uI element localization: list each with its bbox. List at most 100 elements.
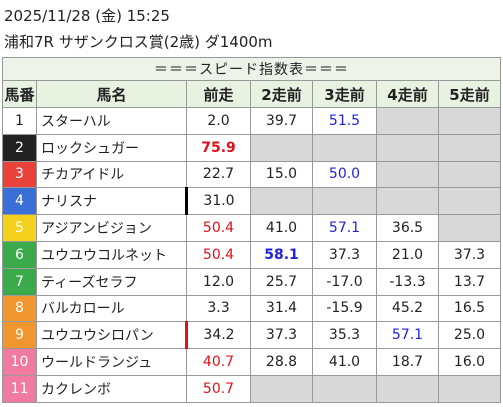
empty-cell — [438, 214, 501, 242]
empty-cell — [376, 133, 439, 162]
index-value: 51.5 — [312, 107, 377, 135]
index-value: 25.7 — [250, 267, 313, 296]
empty-cell — [438, 133, 501, 162]
empty-cell — [438, 107, 501, 135]
horse-number: 3 — [2, 160, 37, 189]
index-value: 31.0 — [185, 187, 251, 216]
column-header: 2走前 — [250, 80, 313, 108]
header-row: 馬番 馬名 前走 2走前 3走前 4走前 5走前 — [2, 80, 501, 108]
empty-cell — [312, 374, 377, 403]
index-value: 3.3 — [186, 294, 251, 323]
horse-row: 2 ロックシュガー 75.9 — [2, 133, 501, 162]
horse-name: カクレンボ — [36, 374, 187, 403]
empty-cell — [438, 187, 501, 216]
horse-row: 6 ユウユウコルネット 50.4 58.1 37.3 21.0 37.3 — [2, 240, 501, 269]
horse-row: 7 ティーズセラフ 12.0 25.7 -17.0 -13.3 13.7 — [2, 267, 501, 296]
horse-name: ナリスナ — [36, 187, 187, 216]
empty-cell — [376, 107, 439, 135]
race-name: 浦和7R サザンクロス賞(2歳) ダ1400m — [4, 33, 273, 51]
index-value: 41.0 — [250, 214, 313, 242]
horse-name: ユウユウコルネット — [36, 240, 187, 269]
column-header: 3走前 — [312, 80, 377, 108]
index-value: 13.7 — [438, 267, 501, 296]
horse-name: バルカロール — [36, 294, 187, 323]
column-header: 4走前 — [376, 80, 439, 108]
horse-number: 1 — [2, 107, 37, 135]
index-value: 41.0 — [312, 348, 377, 376]
index-value: 25.0 — [438, 321, 501, 350]
index-value: -15.9 — [312, 294, 377, 323]
empty-cell — [250, 374, 313, 403]
index-value: 58.1 — [250, 240, 313, 269]
index-value: 18.7 — [376, 348, 439, 376]
index-value: 16.0 — [438, 348, 501, 376]
horse-number: 6 — [2, 240, 37, 269]
horse-number: 8 — [2, 294, 37, 323]
horse-number: 9 — [2, 321, 37, 350]
index-value: 16.5 — [438, 294, 501, 323]
horse-name: スターハル — [36, 107, 187, 135]
index-value: 34.2 — [185, 321, 251, 350]
horse-row: 10 ウールドランジュ 40.7 28.8 41.0 18.7 16.0 — [2, 348, 501, 376]
index-value: 50.4 — [186, 240, 251, 269]
empty-cell — [438, 160, 501, 189]
empty-cell — [376, 374, 439, 403]
horse-number: 5 — [2, 214, 37, 242]
horse-name: ロックシュガー — [36, 133, 187, 162]
index-value: 15.0 — [250, 160, 313, 189]
empty-cell — [376, 187, 439, 216]
horse-row: 5 アジアンビジョン 50.4 41.0 57.1 36.5 — [2, 214, 501, 242]
horse-row: 11 カクレンボ 50.7 — [2, 374, 501, 403]
horse-row: 9 ユウユウシロパン 34.2 37.3 35.3 57.1 25.0 — [2, 321, 501, 350]
horse-name: ユウユウシロパン — [36, 321, 187, 350]
index-value: 75.9 — [186, 133, 251, 162]
index-value: 37.3 — [250, 321, 313, 350]
datetime: 2025/11/28 (金) 15:25 — [4, 7, 170, 25]
index-value: -17.0 — [312, 267, 377, 296]
horse-name: アジアンビジョン — [36, 214, 187, 242]
empty-cell — [312, 133, 377, 162]
index-value: 36.5 — [376, 214, 439, 242]
index-value: 45.2 — [376, 294, 439, 323]
horse-row: 4 ナリスナ 31.0 — [2, 187, 501, 216]
index-value: 22.7 — [186, 160, 251, 189]
index-value: 37.3 — [312, 240, 377, 269]
horse-number: 4 — [2, 187, 37, 216]
horse-number: 11 — [2, 374, 37, 403]
index-value: 57.1 — [376, 321, 439, 350]
index-value: 2.0 — [186, 107, 251, 135]
horse-number: 10 — [2, 348, 37, 376]
index-value: 31.4 — [250, 294, 313, 323]
horse-name: チカアイドル — [36, 160, 187, 189]
horse-number: 7 — [2, 267, 37, 296]
horse-row: 1 スターハル 2.0 39.7 51.5 — [2, 107, 501, 135]
column-header: 馬番 — [2, 80, 37, 108]
empty-cell — [438, 374, 501, 403]
index-value: 12.0 — [186, 267, 251, 296]
horse-name: ティーズセラフ — [36, 267, 187, 296]
index-value: 35.3 — [312, 321, 377, 350]
index-value: 39.7 — [250, 107, 313, 135]
horse-name: ウールドランジュ — [36, 348, 187, 376]
horse-row: 8 バルカロール 3.3 31.4 -15.9 45.2 16.5 — [2, 294, 501, 323]
column-header: 5走前 — [438, 80, 501, 108]
horse-number: 2 — [2, 133, 37, 162]
horse-row: 3 チカアイドル 22.7 15.0 50.0 — [2, 160, 501, 189]
table-title: ＝＝＝スピード指数表＝＝＝ — [2, 57, 501, 81]
empty-cell — [312, 187, 377, 216]
index-value: 50.7 — [186, 374, 251, 403]
index-value: -13.3 — [376, 267, 439, 296]
empty-cell — [250, 133, 313, 162]
column-header: 前走 — [186, 80, 251, 108]
index-value: 28.8 — [250, 348, 313, 376]
speed-table: ＝＝＝スピード指数表＝＝＝ 馬番 馬名 前走 2走前 3走前 4走前 5走前 1 スターハル 2… — [2, 57, 501, 403]
index-value: 37.3 — [438, 240, 501, 269]
empty-cell — [250, 187, 313, 216]
index-value: 40.7 — [186, 348, 251, 376]
table-body: 1 スターハル 2.0 39.7 51.5 2 ロックシュガー 75.9 3 チカアイドル 22.7… — [2, 107, 501, 403]
index-value: 21.0 — [376, 240, 439, 269]
column-header: 馬名 — [36, 80, 187, 108]
empty-cell — [376, 160, 439, 189]
index-value: 50.0 — [312, 160, 377, 189]
